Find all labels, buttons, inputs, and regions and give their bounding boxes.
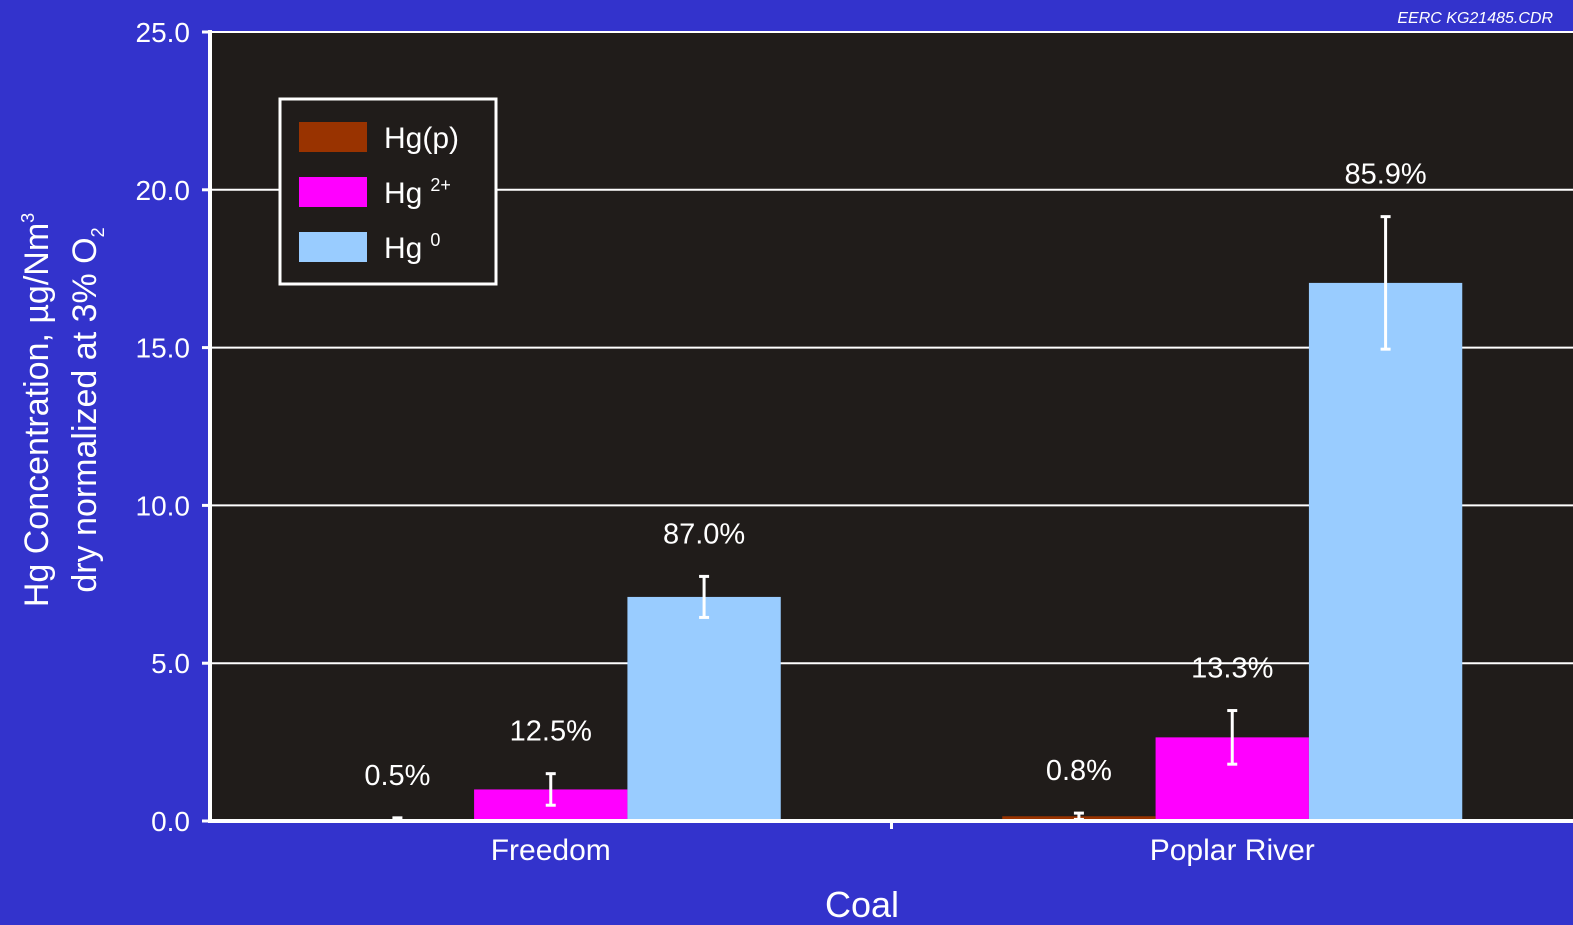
x-category-label: Poplar River [1150, 834, 1315, 867]
y-axis-title-sup: 3 [18, 213, 38, 223]
svg-text:dry normalized at 3% O2: dry normalized at 3% O2 [66, 227, 108, 592]
legend-swatch [299, 232, 367, 262]
data-label: 12.5% [510, 716, 592, 748]
axes [208, 30, 1573, 829]
y-tick-label: 5.0 [151, 648, 190, 679]
legend-label: Hg 2+ [384, 175, 451, 210]
data-label: 85.9% [1344, 159, 1426, 191]
legend: Hg(p) Hg 2+ Hg 0 [278, 97, 498, 286]
y-tick-label: 0.0 [151, 806, 190, 837]
y-axis-title: Hg Concentration, µg/Nm3 dry normalized … [18, 213, 108, 607]
x-axis-title: Coal [825, 884, 899, 925]
legend-swatch [299, 177, 367, 207]
y-axis-title-line2: dry normalized at 3% O [66, 237, 104, 592]
legend-label: Hg(p) [384, 122, 459, 155]
data-label: 13.3% [1191, 653, 1273, 685]
bar [627, 596, 781, 821]
legend-swatch [299, 122, 367, 152]
data-label: 0.5% [364, 760, 430, 792]
y-tick-label: 15.0 [136, 333, 191, 364]
y-axis-title-sub: 2 [88, 227, 108, 237]
data-labels: 0.5% 12.5% 87.0% 0.8% 13.3% 85.9% [364, 159, 1426, 792]
svg-text:Hg Concentration, µg/Nm3: Hg Concentration, µg/Nm3 [18, 213, 56, 607]
legend-label: Hg 0 [384, 230, 440, 265]
y-tick-label: 25.0 [136, 17, 191, 48]
y-axis-ticks: 0.0 5.0 10.0 15.0 20.0 25.0 [136, 17, 210, 837]
y-tick-label: 20.0 [136, 175, 191, 206]
y-axis-title-line1: Hg Concentration, µg/Nm [18, 223, 56, 607]
bar [1308, 282, 1463, 822]
y-tick-label: 10.0 [136, 490, 191, 521]
x-axis-categories: Freedom Poplar River [491, 834, 1315, 867]
figure-reference: EERC KG21485.CDR [1397, 10, 1553, 27]
data-label: 0.8% [1046, 755, 1112, 787]
x-category-label: Freedom [491, 834, 611, 867]
data-label: 87.0% [663, 518, 745, 550]
